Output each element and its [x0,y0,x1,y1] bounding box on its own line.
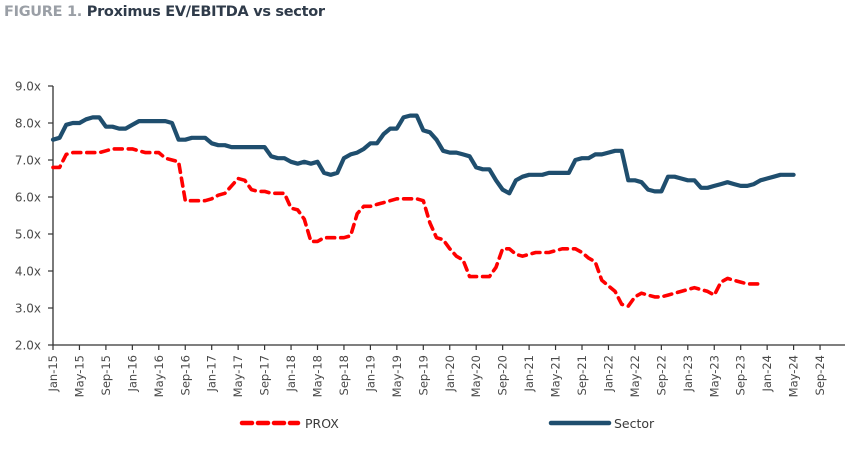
x-tick-label: Sep-24 [813,355,827,395]
x-tick-label: Jan-17 [205,355,219,393]
x-tick-label: Sep-21 [575,355,589,395]
x-tick-label: May-19 [390,355,404,397]
y-tick-label: 8.0x [15,117,41,131]
figure-label: FIGURE 1. [4,4,82,20]
figure-title: FIGURE 1. Proximus EV/EBITDA vs sector [4,4,325,20]
x-tick-label: Sep-18 [337,355,351,395]
x-tick-label: May-16 [152,355,166,397]
x-tick-label: Jan-22 [601,355,615,393]
x-tick-label: May-21 [549,355,563,397]
x-tick-label: Jan-23 [681,355,695,393]
y-tick-label: 6.0x [15,191,41,205]
x-tick-label: Jan-21 [522,355,536,393]
x-tick-label: May-17 [231,355,245,397]
x-tick-label: Sep-16 [178,355,192,395]
x-tick-label: Jan-18 [284,355,298,393]
x-tick-label: May-18 [311,355,325,397]
x-tick-label: Jan-15 [46,355,60,393]
figure-title-text: Proximus EV/EBITDA vs sector [86,4,325,20]
y-tick-label: 5.0x [15,228,41,242]
series-prox-line [51,147,763,308]
x-tick-label: Sep-23 [734,355,748,395]
legend: PROX Sector [239,416,655,431]
x-tick-label: May-22 [628,355,642,397]
x-tick-label: Jan-24 [760,355,774,393]
x-axis: Jan-15 May-15 Sep-15 Jan-16 May-16 Sep-16 Jan-… [46,344,845,397]
legend-sector-label: Sector [614,416,655,431]
x-tick-label: May-24 [787,355,801,397]
x-tick-label: Jan-16 [125,355,139,393]
x-tick-label: Sep-15 [99,355,113,395]
x-tick-label: May-15 [72,355,86,397]
series-group [50,113,796,308]
y-tick-label: 7.0x [15,154,41,168]
y-tick-label: 2.0x [15,339,41,353]
x-tick-label: May-20 [469,355,483,397]
x-tick-label: Sep-17 [258,355,272,395]
y-tick-label: 4.0x [15,265,41,279]
y-tick-label: 9.0x [15,80,41,94]
x-tick-label: Sep-20 [496,355,510,395]
legend-prox-label: PROX [305,416,339,431]
x-tick-label: Sep-22 [654,355,668,395]
y-tick-label: 3.0x [15,302,41,316]
x-tick-label: Jan-20 [443,355,457,393]
x-tick-label: May-23 [707,355,721,397]
series-sector-line [50,113,796,196]
x-tick-label: Sep-19 [416,355,430,395]
x-tick-label: Jan-19 [363,355,377,393]
y-axis: 2.0x 3.0x 4.0x 5.0x 6.0x 7.0x 8.0x 9.0x [15,80,54,353]
